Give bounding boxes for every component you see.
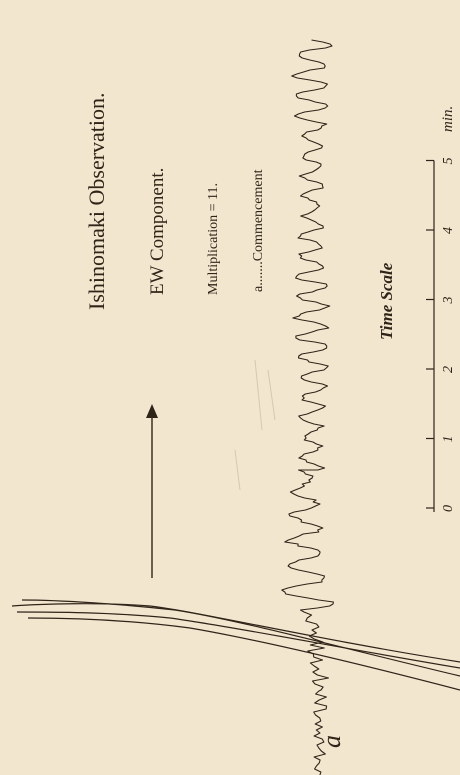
time-scale-ticks: 0 1 2 3 4 5 [426, 158, 456, 512]
time-scale-tick-label: 4 [441, 227, 456, 234]
time-scale-tick-label: 5 [441, 158, 456, 165]
seismogram-trace [281, 39, 334, 775]
time-scale-tick-label: 3 [441, 297, 456, 305]
plate-labels: Ishinomaki Observation. EW Component. Mu… [84, 92, 266, 310]
commencement-note: a.......Commencement [251, 169, 266, 292]
commencement-mark: a [317, 735, 346, 748]
time-scale: Time Scale 0 1 2 3 4 5 min. [377, 106, 456, 512]
component-label: EW Component. [147, 168, 168, 295]
time-scale-tick-label: 2 [441, 366, 456, 373]
large-swing-lines [11, 599, 460, 691]
time-scale-title: Time Scale [377, 262, 396, 340]
multiplication-label: Multiplication = 11. [206, 183, 221, 295]
time-scale-unit: min. [440, 106, 456, 132]
plate-title: Ishinomaki Observation. [84, 92, 109, 310]
faint-marks [234, 359, 276, 491]
time-scale-tick-label: 0 [441, 505, 456, 512]
time-scale-tick-label: 1 [441, 436, 456, 443]
direction-arrow [146, 404, 158, 578]
